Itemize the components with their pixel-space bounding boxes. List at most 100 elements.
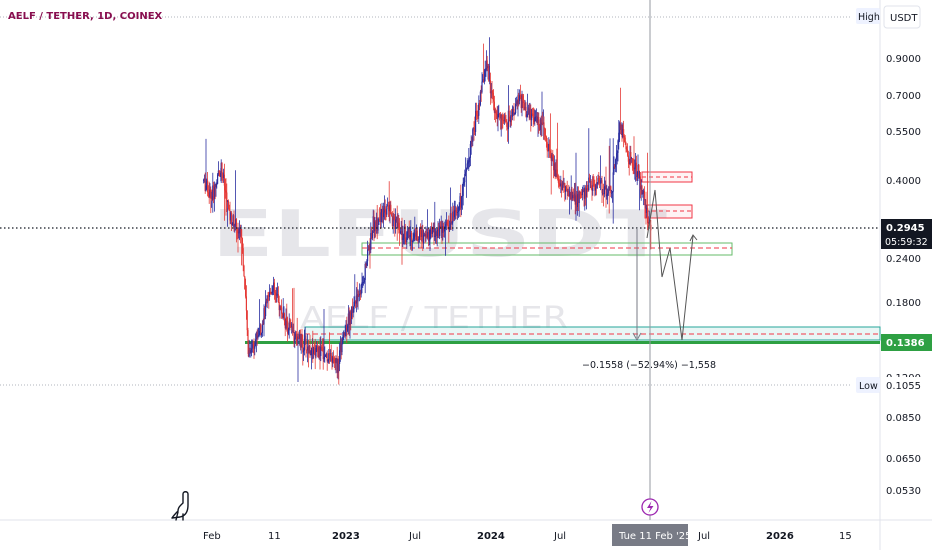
candle-body: [317, 346, 319, 352]
candle-body: [309, 346, 311, 355]
candle-body: [639, 176, 641, 190]
candle-body: [623, 129, 625, 137]
price-tick-label: 0.7000: [886, 91, 921, 102]
candle-body: [541, 122, 543, 125]
candle-body: [587, 188, 589, 190]
candle-body: [387, 205, 389, 207]
candle-body: [589, 177, 591, 182]
candle-body: [306, 349, 308, 351]
candle-body: [231, 222, 233, 226]
candle-body: [216, 183, 218, 185]
candle-body: [254, 346, 256, 349]
candle-body: [204, 178, 206, 191]
dino-logo-icon[interactable]: [171, 491, 189, 521]
candle-body: [398, 222, 400, 231]
candle-body: [639, 176, 641, 179]
candle-body: [487, 66, 489, 69]
candle-body: [457, 212, 459, 213]
candle-body: [203, 178, 205, 180]
candle-body: [477, 115, 479, 117]
candle-body: [374, 221, 376, 232]
candle-body: [474, 128, 476, 132]
candle-body: [372, 216, 374, 233]
candle-body: [379, 220, 381, 222]
candle-body: [647, 223, 649, 224]
candle-body: [312, 344, 314, 354]
time-axis[interactable]: Feb 11 2023 Jul 2024 Jul Jul 2026 15 Tue…: [203, 524, 852, 546]
support-zone-upper[interactable]: [361, 242, 733, 256]
candle-body: [333, 357, 335, 359]
candle-body: [282, 316, 284, 318]
event-lightning-icon[interactable]: [641, 498, 659, 516]
candle-body: [619, 123, 621, 130]
candle-body: [237, 230, 239, 234]
candle-body: [521, 95, 523, 109]
candle-body: [540, 119, 542, 125]
candle-body: [518, 95, 520, 101]
candle-body: [291, 326, 293, 332]
candle-body: [272, 287, 274, 292]
candle-body: [424, 234, 426, 237]
candle-body: [300, 333, 302, 348]
candle-body: [523, 101, 525, 103]
candle-body: [260, 325, 262, 336]
candle-body: [619, 123, 621, 133]
candle-body: [493, 101, 495, 113]
price-tick-label: 0.0850: [886, 413, 921, 424]
candle-body: [523, 102, 525, 110]
currency-button[interactable]: [883, 5, 921, 29]
candle-body: [203, 179, 205, 181]
candle-body: [441, 226, 443, 233]
candle-body: [472, 128, 474, 130]
candle-body: [220, 162, 222, 173]
price-tick-label: 0.0650: [886, 454, 921, 465]
candle-body: [213, 184, 215, 199]
candle-body: [208, 194, 210, 197]
candle-body: [497, 114, 499, 120]
candle-body: [293, 330, 295, 343]
candle-body: [499, 113, 501, 115]
low-value-label: 0.1055: [886, 381, 921, 392]
candle-body: [420, 234, 422, 237]
candle-body: [339, 344, 341, 351]
candle-body: [453, 211, 455, 218]
candle-body: [517, 95, 519, 105]
candle-body: [527, 114, 529, 116]
candle-body: [510, 115, 512, 123]
candle-body: [235, 219, 237, 226]
candle-body: [231, 213, 233, 226]
candle-body: [255, 332, 257, 340]
candle-body: [292, 330, 294, 332]
projection-arrow-head: [689, 234, 698, 242]
candle-body: [535, 116, 537, 118]
candle-body: [443, 226, 445, 232]
projection-path[interactable]: [646, 189, 694, 341]
candle-body: [598, 178, 600, 181]
candle-body: [588, 177, 590, 190]
watermark-pair: AELF / TETHER: [300, 301, 568, 336]
candle-body: [390, 204, 392, 215]
crosshair-time-label: Tue 11 Feb '25: [618, 531, 692, 542]
candle-body: [269, 291, 271, 294]
candle-body: [583, 189, 585, 199]
candle-body: [507, 126, 509, 130]
candle-body: [445, 221, 447, 225]
candle-body: [555, 169, 557, 177]
candle-body: [428, 240, 430, 241]
candle-body: [290, 324, 292, 328]
candle-body: [530, 109, 532, 121]
candle-body: [321, 346, 323, 348]
price-axis[interactable]: High USDT 0.9000 0.7000 0.5500 0.4000 0.…: [856, 5, 932, 497]
candle-body: [217, 174, 219, 184]
candles-group: [203, 37, 652, 385]
candle-body: [223, 174, 225, 186]
candle-body: [389, 204, 391, 212]
candle-body: [316, 346, 318, 348]
candle-body: [259, 325, 261, 331]
candle-body: [235, 219, 237, 230]
candle-body: [218, 170, 220, 173]
candle-body: [567, 191, 569, 192]
candle-body: [238, 232, 240, 234]
